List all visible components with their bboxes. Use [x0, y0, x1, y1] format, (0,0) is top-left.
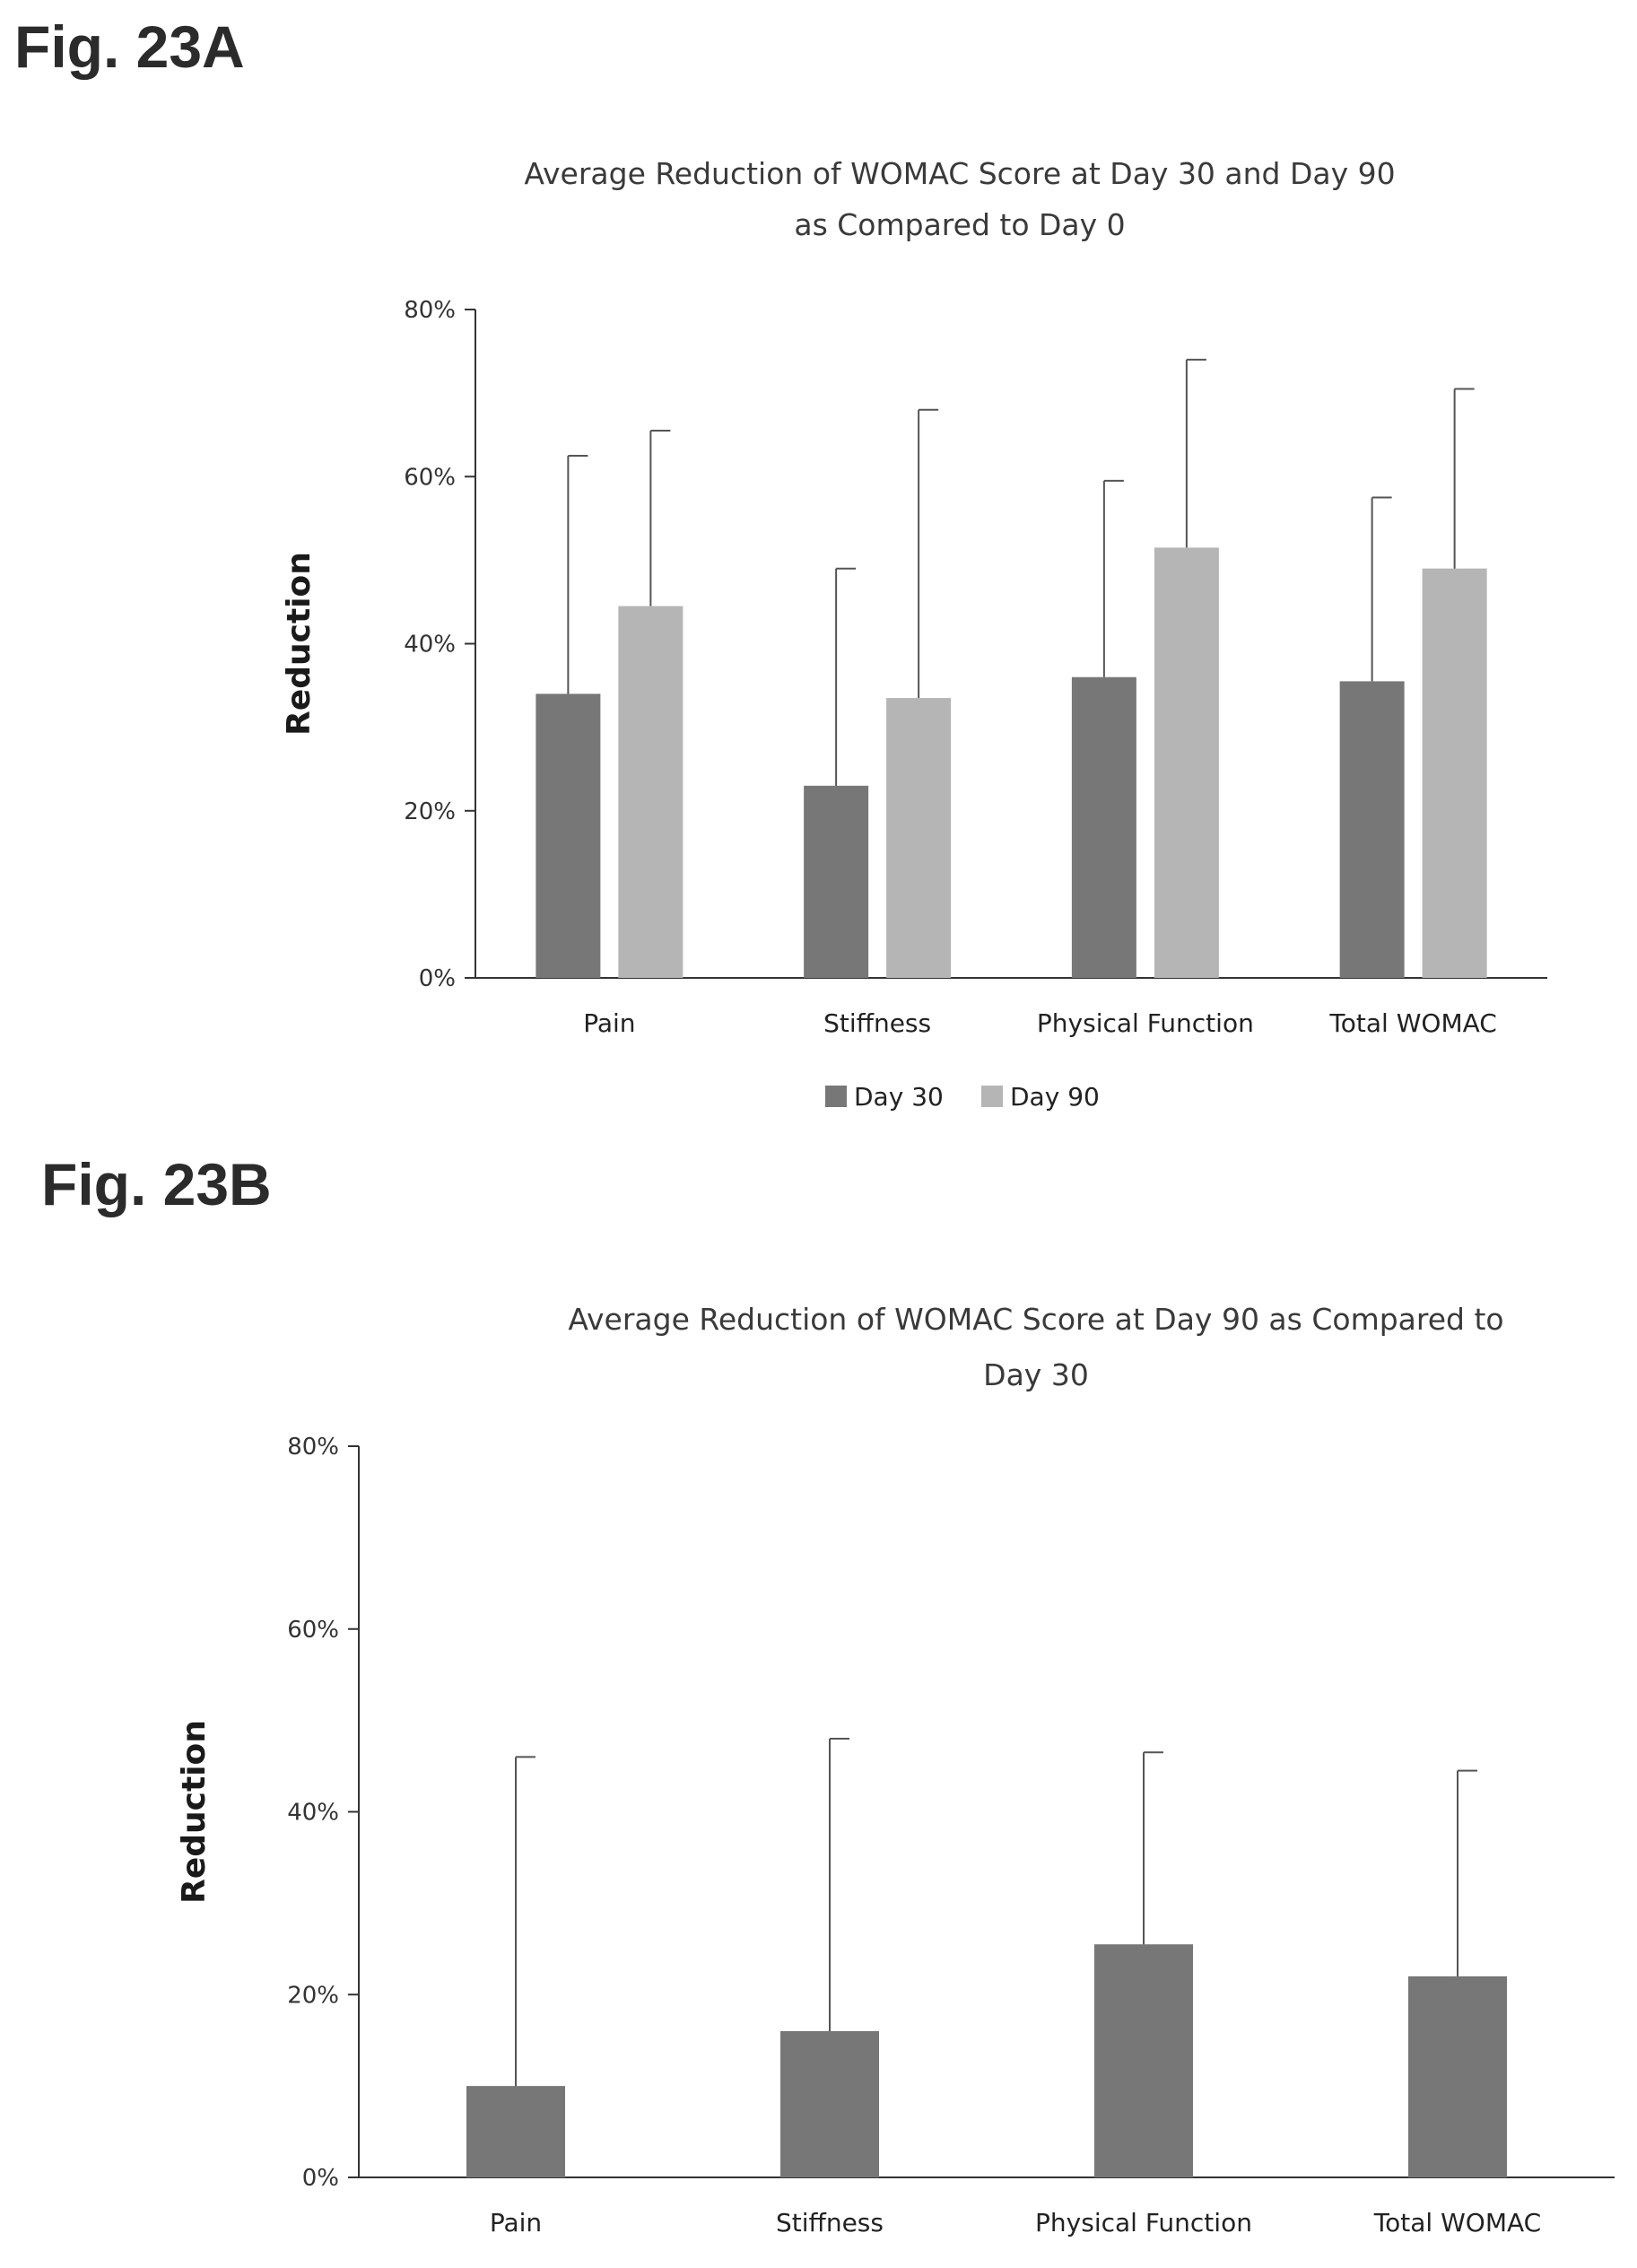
chart-title-line: Day 30	[983, 1357, 1089, 1392]
y-tick-label: 0%	[302, 2165, 339, 2192]
chart-title-line: Average Reduction of WOMAC Score at Day …	[524, 156, 1395, 191]
bar-day-90	[886, 698, 952, 978]
y-tick-label: 80%	[287, 1434, 339, 1461]
y-tick-label: 40%	[404, 632, 456, 659]
chart-a: Average Reduction of WOMAC Score at Day …	[281, 156, 1547, 1112]
bar-value	[1094, 1944, 1193, 2177]
chart-title-line: as Compared to Day 0	[794, 207, 1125, 242]
figure-b-label: Fig. 23B	[41, 1151, 272, 1217]
bar-day-30	[1071, 676, 1136, 978]
y-tick-label: 20%	[404, 798, 456, 825]
x-tick-label: Stiffness	[823, 1008, 931, 1038]
x-tick-label: Physical Function	[1037, 1008, 1254, 1038]
y-tick-label: 40%	[287, 1800, 339, 1827]
x-tick-label: Total WOMAC	[1328, 1008, 1496, 1038]
y-tick-label: 20%	[287, 1982, 339, 2009]
y-axis-label: Reduction	[281, 552, 318, 736]
figure-a-label: Fig. 23A	[14, 13, 245, 80]
legend-swatch	[981, 1086, 1003, 1107]
x-tick-label: Stiffness	[776, 2208, 884, 2237]
y-tick-label: 60%	[287, 1617, 339, 1644]
y-tick-label: 60%	[404, 464, 456, 491]
bar-value	[780, 2031, 879, 2177]
bar-day-90	[1154, 547, 1219, 978]
chart-title-line: Average Reduction of WOMAC Score at Day …	[568, 1302, 1503, 1337]
bar-day-30	[804, 785, 869, 978]
legend-swatch	[825, 1086, 847, 1107]
y-tick-label: 80%	[404, 297, 456, 324]
x-tick-label: Pain	[490, 2208, 542, 2237]
bar-day-30	[1339, 681, 1405, 978]
y-tick-label: 0%	[419, 965, 456, 992]
x-tick-label: Pain	[583, 1008, 635, 1038]
legend-label: Day 30	[854, 1082, 944, 1112]
bar-day-90	[618, 606, 684, 978]
bar-day-30	[536, 693, 601, 978]
y-axis-label: Reduction	[176, 1720, 213, 1904]
x-tick-label: Physical Function	[1035, 2208, 1252, 2237]
bar-value	[1408, 1976, 1507, 2177]
x-tick-label: Total WOMAC	[1373, 2208, 1541, 2237]
bar-day-90	[1422, 568, 1487, 978]
legend-label: Day 90	[1010, 1082, 1100, 1112]
bar-value	[466, 2086, 565, 2177]
